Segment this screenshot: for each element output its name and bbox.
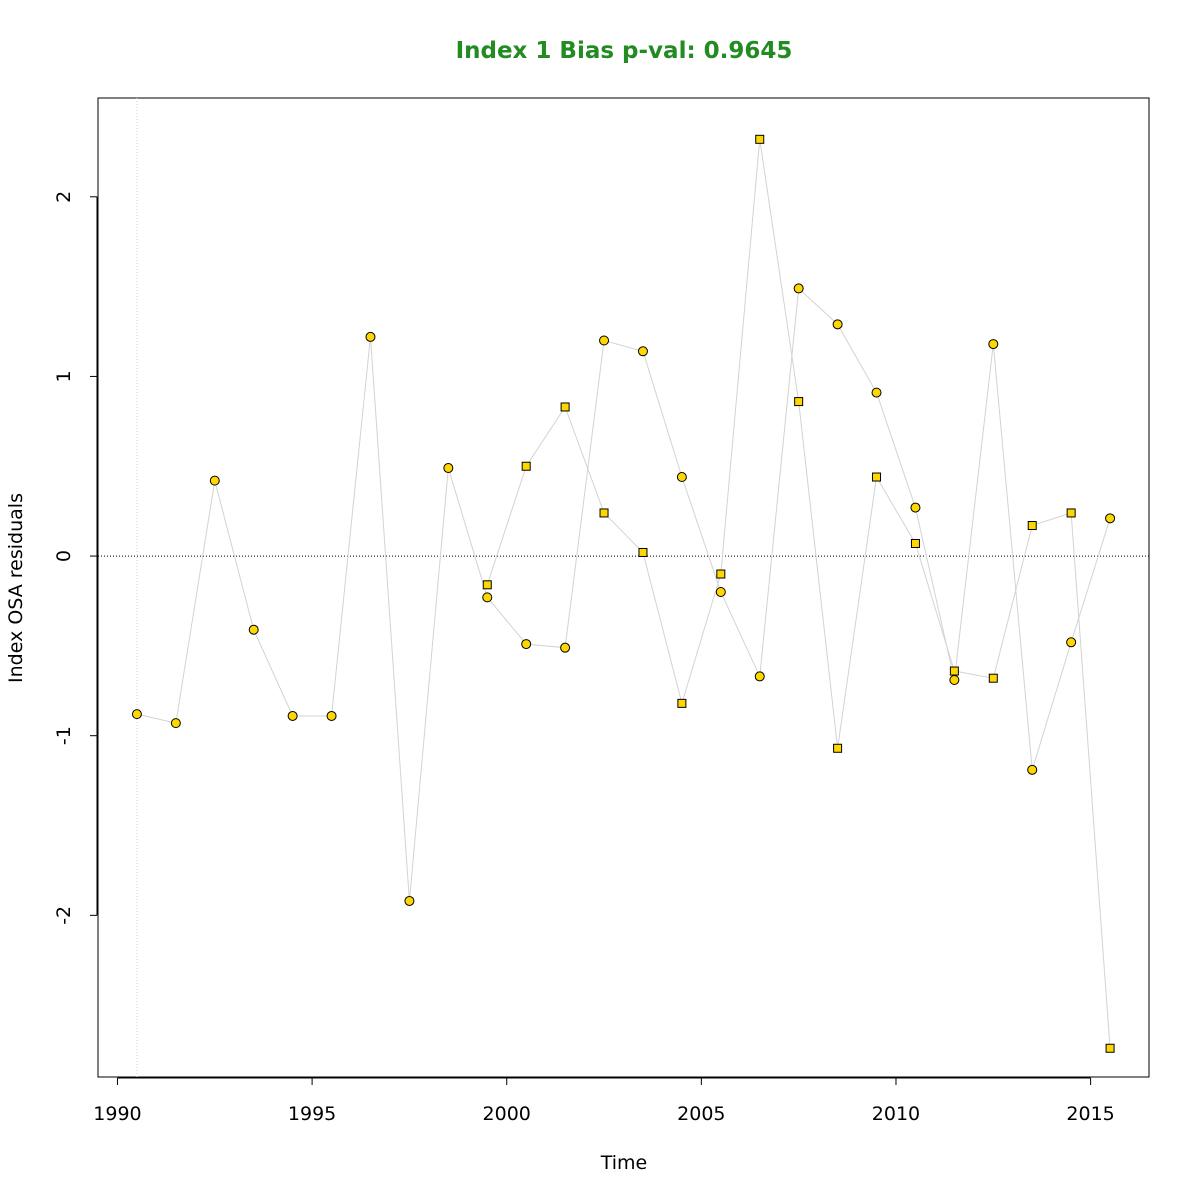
x-tick-label: 1990 [93,1103,141,1125]
y-axis-label: Index OSA residuals [5,493,27,683]
data-point-square [755,134,765,144]
data-point-square [599,508,609,518]
data-point-circle [715,586,726,597]
data-point-square [560,402,570,412]
data-point-square [949,666,959,676]
data-point-square [1027,521,1037,531]
x-tick-label: 2015 [1066,1103,1114,1125]
x-tick-label: 2000 [483,1103,531,1125]
x-axis-label: Time [600,1152,648,1174]
y-tick-label: 1 [53,370,75,382]
data-point-circle [988,339,999,350]
data-point-circle [482,592,493,603]
x-tick-label: 2005 [677,1103,725,1125]
data-point-circle [560,642,571,653]
data-point-circle [871,387,882,398]
data-point-circle [832,319,843,330]
plot-area: 1990 1995 2000 2005 2010 2015 -2 -1 0 1 2 [53,97,1150,1125]
data-point-circle [599,335,610,346]
data-point-square [833,743,843,753]
y-tick-label: 2 [53,191,75,203]
data-point-circle [1027,764,1038,775]
data-point-square [638,547,648,557]
data-point-circle [754,671,765,682]
chart-title: Index 1 Bias p-val: 0.9645 [456,38,793,64]
data-point-circle [365,331,376,342]
data-point-circle [910,502,921,513]
data-point-square [521,461,531,471]
data-point-circle [326,710,337,721]
data-point-square [988,673,998,683]
data-point-circle [131,709,142,720]
data-point-square [1105,1043,1115,1053]
y-tick-label: 0 [53,550,75,562]
data-point-square [677,698,687,708]
data-point-circle [676,472,687,483]
data-point-circle [170,718,181,729]
data-point-circle [1105,513,1116,524]
y-tick-label: -1 [53,726,75,745]
data-point-circle [287,710,298,721]
data-point-circle [637,346,648,357]
data-point-circle [521,639,532,650]
data-point-square [482,580,492,590]
data-point-square [716,569,726,579]
data-point-circle [248,624,259,635]
series-line [136,287,1111,902]
data-point-circle [404,895,415,906]
data-point-square [872,472,882,482]
data-point-square [794,397,804,407]
series-line [486,139,1111,1049]
data-point-circle [949,675,960,686]
x-tick-label: 1995 [288,1103,336,1125]
data-point-circle [1066,637,1077,648]
x-tick-label: 2010 [872,1103,920,1125]
data-point-circle [209,475,220,486]
data-point-square [910,538,920,548]
data-point-circle [443,463,454,474]
data-point-circle [793,283,804,294]
plot-frame [97,97,1150,1078]
data-point-square [1066,508,1076,518]
y-tick-label: -2 [53,906,75,925]
